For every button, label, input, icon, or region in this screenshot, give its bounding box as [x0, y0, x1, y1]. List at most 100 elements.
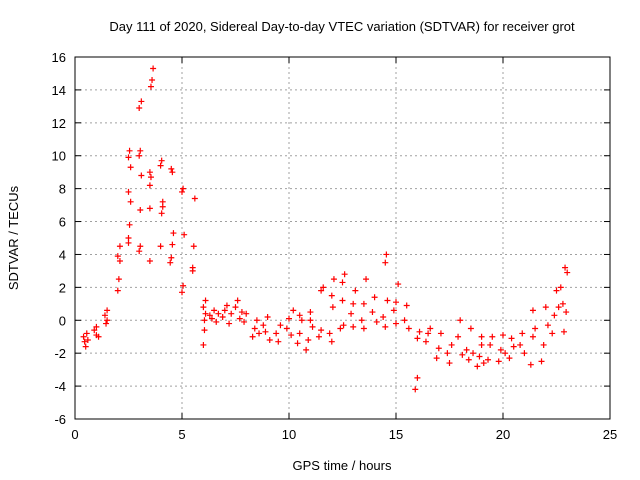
data-point — [470, 350, 477, 357]
data-point — [476, 353, 483, 360]
data-point — [350, 323, 357, 330]
data-point — [329, 304, 336, 311]
data-point — [127, 198, 134, 205]
data-point — [104, 307, 111, 314]
data-point — [158, 157, 165, 164]
data-point — [273, 330, 280, 337]
data-point — [238, 309, 245, 316]
data-point — [497, 346, 504, 353]
data-point — [328, 338, 335, 345]
data-point — [474, 363, 481, 370]
data-point — [395, 281, 402, 288]
data-point — [114, 253, 121, 260]
data-point — [383, 251, 390, 258]
data-point — [510, 343, 517, 350]
data-point — [467, 325, 474, 332]
data-point — [294, 340, 301, 347]
data-point — [390, 307, 397, 314]
data-point — [485, 356, 492, 363]
data-point — [416, 328, 423, 335]
data-point — [125, 154, 132, 161]
data-point — [189, 264, 196, 271]
x-tick-label: 0 — [71, 427, 78, 442]
data-point — [157, 162, 164, 169]
data-point — [563, 309, 570, 316]
y-tick-label: -4 — [54, 379, 66, 394]
data-point — [517, 341, 524, 348]
y-tick-label: 2 — [59, 280, 66, 295]
x-tick-label: 5 — [178, 427, 185, 442]
axis-ticks — [74, 56, 611, 420]
data-point — [307, 309, 314, 316]
data-point — [137, 147, 144, 154]
data-point — [318, 327, 325, 334]
data-point — [508, 335, 515, 342]
data-point — [303, 346, 310, 353]
chart-title: Day 111 of 2020, Sidereal Day-to-day VTE… — [109, 19, 575, 34]
data-point — [487, 341, 494, 348]
data-point — [266, 337, 273, 344]
y-axis-label: SDTVAR / TECUs — [6, 185, 21, 290]
x-tick-label: 25 — [603, 427, 617, 442]
data-point — [405, 325, 412, 332]
data-point — [275, 338, 282, 345]
data-point — [382, 259, 389, 266]
data-point — [339, 297, 346, 304]
data-point — [435, 345, 442, 352]
data-point — [457, 317, 464, 324]
data-point — [146, 182, 153, 189]
data-point — [352, 287, 359, 294]
data-point — [211, 307, 218, 314]
data-point — [114, 287, 121, 294]
data-point — [236, 315, 243, 322]
data-point — [202, 297, 209, 304]
data-point — [549, 330, 556, 337]
data-point — [169, 241, 176, 248]
data-point — [191, 195, 198, 202]
data-point — [201, 327, 208, 334]
data-point — [149, 77, 156, 84]
data-point — [403, 302, 410, 309]
grid-lines — [75, 57, 610, 419]
data-point — [126, 147, 133, 154]
data-point — [170, 230, 177, 237]
data-point — [157, 243, 164, 250]
data-point — [234, 297, 241, 304]
data-point — [309, 323, 316, 330]
data-point — [307, 317, 314, 324]
data-point — [251, 325, 258, 332]
data-point — [150, 65, 157, 72]
data-point — [219, 313, 226, 320]
data-point — [506, 355, 513, 362]
data-point — [91, 327, 98, 334]
data-point — [532, 325, 539, 332]
data-point — [159, 203, 166, 210]
data-point — [348, 310, 355, 317]
data-point — [296, 330, 303, 337]
data-point — [277, 322, 284, 329]
data-point — [138, 172, 145, 179]
data-point — [116, 243, 123, 250]
data-point — [437, 330, 444, 337]
data-point — [478, 341, 485, 348]
data-points — [80, 65, 571, 393]
data-point — [201, 317, 208, 324]
data-point — [538, 358, 545, 365]
data-point — [564, 269, 571, 276]
data-point — [384, 297, 391, 304]
data-point — [427, 325, 434, 332]
data-point — [527, 361, 534, 368]
data-point — [180, 185, 187, 192]
data-point — [136, 152, 143, 159]
data-point — [146, 205, 153, 212]
data-point — [264, 313, 271, 320]
data-point — [369, 309, 376, 316]
data-point — [341, 271, 348, 278]
data-point — [127, 164, 134, 171]
data-point — [544, 322, 551, 329]
data-point — [167, 259, 174, 266]
data-point — [371, 294, 378, 301]
data-point — [206, 312, 213, 319]
data-point — [555, 304, 562, 311]
